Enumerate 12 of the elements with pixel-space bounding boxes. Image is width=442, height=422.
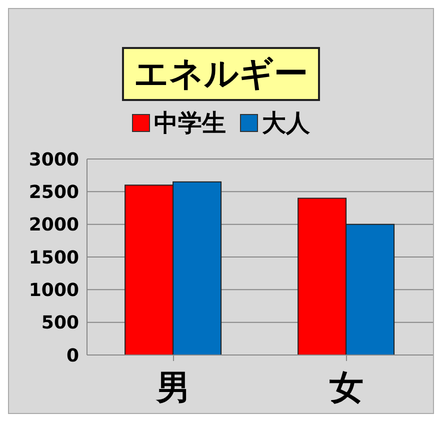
y-tick-label: 1000 bbox=[28, 280, 79, 302]
y-tick-label: 3000 bbox=[28, 149, 79, 170]
x-tick-label: 男 bbox=[156, 368, 190, 408]
x-tick-label: 女 bbox=[328, 368, 364, 408]
y-tick-label: 1500 bbox=[28, 247, 79, 268]
y-tick-label: 2500 bbox=[28, 182, 79, 204]
y-tick-label: 2000 bbox=[28, 214, 79, 236]
legend-label: 大人 bbox=[261, 108, 310, 139]
y-tick-label: 0 bbox=[66, 345, 79, 366]
y-tick-label: 500 bbox=[41, 312, 79, 334]
chart-title: エネルギー bbox=[122, 47, 320, 101]
legend-label: 中学生 bbox=[153, 108, 226, 139]
